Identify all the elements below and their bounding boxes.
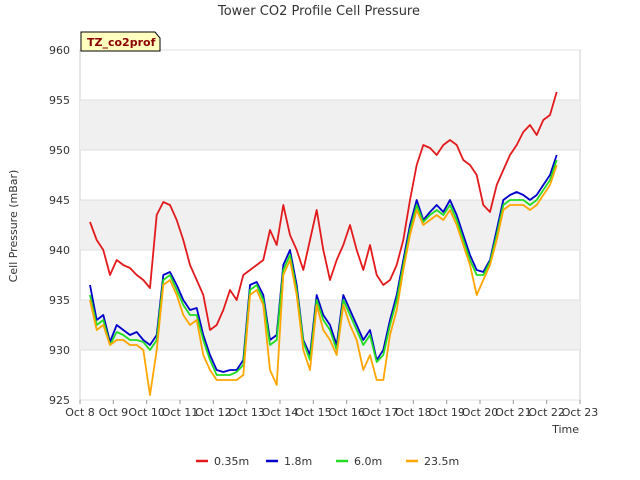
x-tick-label: Oct 12 [195,406,232,419]
x-tick-label: Oct 21 [495,406,532,419]
y-axis-label: Cell Pressure (mBar) [7,170,20,283]
x-tick-label: Oct 15 [295,406,332,419]
x-axis-label: Time [551,423,579,436]
series-line-1.8m [89,154,558,373]
y-tick-label: 960 [49,44,70,57]
x-tick-label: Oct 10 [128,406,165,419]
tag-box: TZ_co2prof [80,31,161,52]
y-tick-label: 935 [49,294,70,307]
x-tick-label: Oct 16 [328,406,365,419]
grid-band [80,100,580,150]
y-tick-label: 945 [49,194,70,207]
x-tick-label: Oct 19 [428,406,465,419]
y-tick-label: 930 [49,344,70,357]
x-tick-label: Oct 9 [99,406,129,419]
legend-label: 1.8m [284,455,312,468]
chart-title: Tower CO2 Profile Cell Pressure [217,4,420,19]
x-tick-label: Oct 13 [228,406,265,419]
x-tick-label: Oct 18 [395,406,432,419]
legend-label: 6.0m [354,455,382,468]
x-tick-label: Oct 11 [162,406,199,419]
series-line-6.0m [89,159,558,376]
y-tick-label: 950 [49,144,70,157]
series-line-23.5m [89,164,558,396]
y-tick-label: 955 [49,94,70,107]
x-tick-label: Oct 14 [262,406,299,419]
x-tick-label: Oct 8 [65,406,95,419]
legend-label: 0.35m [214,455,249,468]
x-tick-label: Oct 20 [462,406,499,419]
x-tick-label: Oct 23 [562,406,599,419]
x-tick-label: Oct 22 [528,406,565,419]
legend-label: 23.5m [424,455,459,468]
y-tick-label: 925 [49,394,70,407]
y-axis-ticks: 925 930 935 940 945 950 955 960 [49,44,70,407]
tag-label: TZ_co2prof [87,36,156,49]
legend: 0.35m 1.8m 6.0m 23.5m [196,455,459,468]
x-tick-label: Oct 17 [362,406,399,419]
series-line-0.35m [89,91,558,331]
series-lines [89,91,558,396]
y-tick-label: 940 [49,244,70,257]
